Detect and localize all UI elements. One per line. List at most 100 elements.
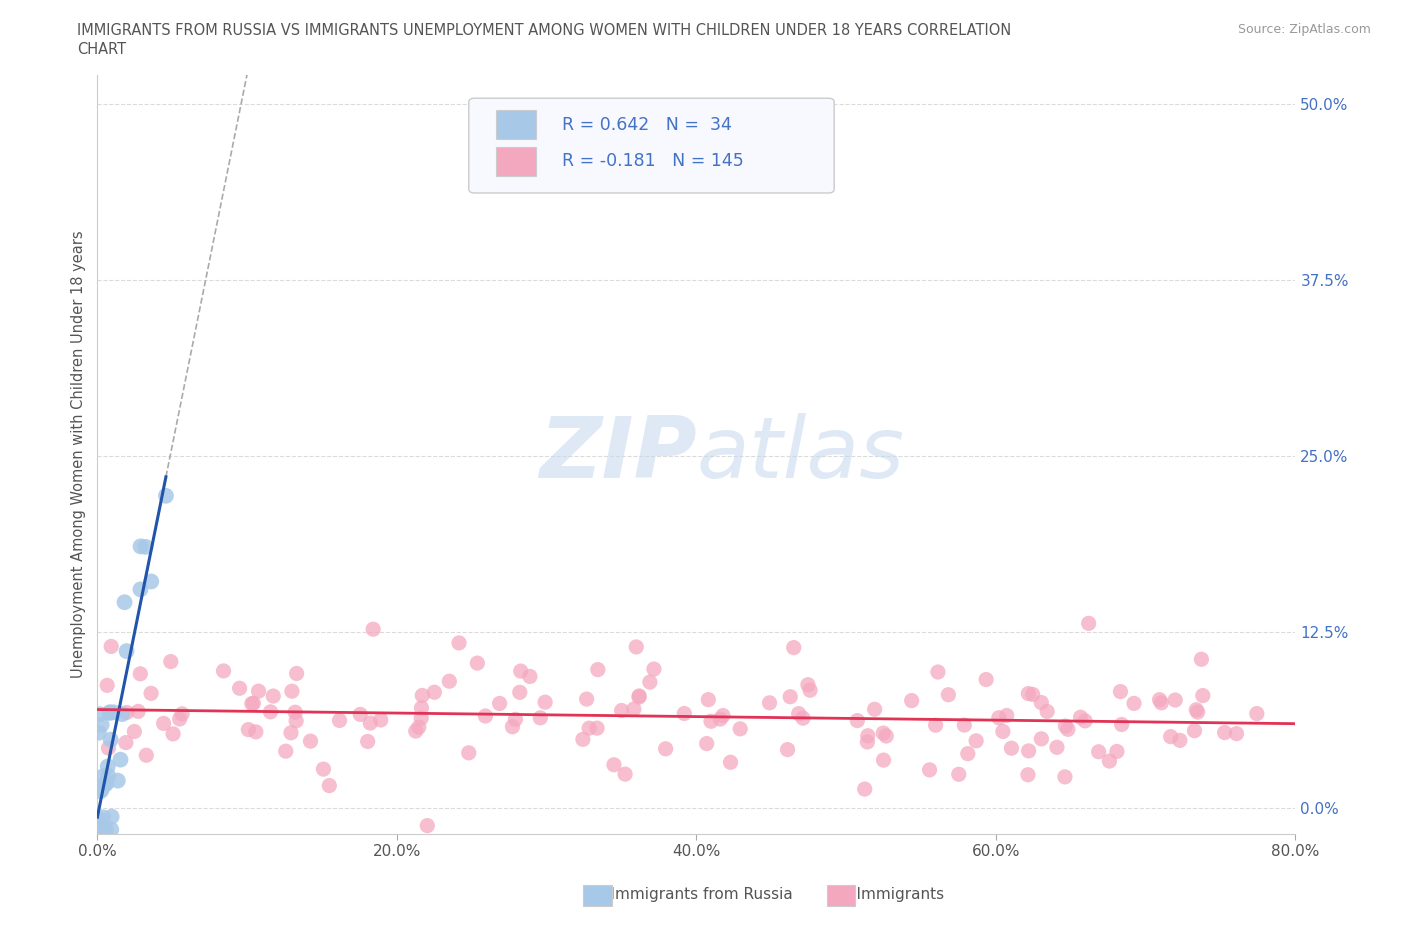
Point — [281, 684, 304, 698]
Point — [1149, 692, 1171, 707]
Point — [956, 746, 979, 761]
Point — [103, 705, 125, 720]
Text: CHART: CHART — [77, 42, 127, 57]
Point — [100, 639, 122, 654]
Point — [1187, 705, 1209, 720]
Point — [411, 688, 433, 703]
Point — [416, 818, 439, 833]
Point — [696, 737, 718, 751]
Point — [1057, 722, 1080, 737]
Point — [89, 784, 111, 799]
Point — [228, 681, 250, 696]
Point — [349, 707, 371, 722]
Point — [447, 635, 470, 650]
Point — [115, 644, 138, 658]
Point — [900, 693, 922, 708]
Point — [1077, 616, 1099, 631]
Point — [643, 661, 665, 676]
Point — [87, 725, 110, 740]
Point — [96, 777, 118, 791]
Point — [797, 677, 820, 692]
Point — [697, 692, 720, 707]
Point — [127, 704, 149, 719]
Point — [139, 686, 162, 701]
Point — [1000, 741, 1022, 756]
Point — [1123, 696, 1146, 711]
Point — [408, 720, 430, 735]
Point — [100, 732, 122, 747]
Point — [242, 696, 264, 711]
Point — [1053, 769, 1076, 784]
Point — [628, 688, 651, 703]
Point — [93, 822, 115, 837]
Point — [638, 674, 661, 689]
Point — [1164, 693, 1187, 708]
Point — [89, 707, 111, 722]
Point — [411, 700, 433, 715]
Point — [245, 724, 267, 739]
Point — [129, 538, 152, 553]
Point — [90, 717, 112, 732]
Point — [1160, 729, 1182, 744]
Point — [779, 689, 801, 704]
Point — [799, 683, 821, 698]
Point — [162, 726, 184, 741]
Point — [94, 822, 117, 837]
Point — [97, 740, 120, 755]
Point — [610, 703, 633, 718]
Point — [110, 752, 132, 767]
Point — [623, 701, 645, 716]
Point — [1246, 706, 1268, 721]
Point — [87, 817, 110, 832]
Point — [1189, 652, 1212, 667]
Point — [1105, 744, 1128, 759]
Point — [1070, 710, 1092, 724]
Text: Source: ZipAtlas.com: Source: ZipAtlas.com — [1237, 23, 1371, 36]
Point — [129, 667, 152, 682]
Point — [94, 777, 117, 791]
Y-axis label: Unemployment Among Women with Children Under 18 years: Unemployment Among Women with Children U… — [72, 231, 86, 678]
Point — [115, 705, 138, 720]
Point — [87, 817, 110, 831]
Point — [129, 582, 152, 597]
Point — [1109, 684, 1132, 699]
Point — [97, 759, 120, 774]
Point — [87, 822, 110, 837]
Point — [90, 782, 112, 797]
Point — [124, 724, 146, 739]
Point — [169, 711, 191, 726]
Point — [159, 654, 181, 669]
Point — [673, 706, 696, 721]
Point — [938, 687, 960, 702]
Point — [91, 822, 114, 837]
Point — [141, 574, 163, 589]
FancyBboxPatch shape — [468, 99, 834, 193]
Point — [853, 781, 876, 796]
Point — [87, 812, 110, 827]
Point — [1031, 695, 1053, 710]
Text: IMMIGRANTS FROM RUSSIA VS IMMIGRANTS UNEMPLOYMENT AMONG WOMEN WITH CHILDREN UNDE: IMMIGRANTS FROM RUSSIA VS IMMIGRANTS UNE… — [77, 23, 1011, 38]
Point — [529, 711, 551, 725]
Text: ZIP: ZIP — [538, 413, 696, 496]
Point — [97, 768, 120, 783]
Point — [728, 722, 751, 737]
Point — [262, 688, 284, 703]
Point — [509, 684, 531, 699]
Point — [1185, 702, 1208, 717]
Point — [987, 711, 1010, 725]
Point — [578, 721, 600, 736]
Point — [1098, 753, 1121, 768]
Point — [91, 810, 114, 825]
Point — [1018, 743, 1040, 758]
Point — [614, 766, 637, 781]
Point — [572, 732, 595, 747]
Text: R = -0.181   N = 145: R = -0.181 N = 145 — [562, 153, 744, 170]
Point — [856, 735, 879, 750]
Point — [758, 696, 780, 711]
Point — [238, 723, 260, 737]
Point — [439, 673, 461, 688]
Text: R = 0.642   N =  34: R = 0.642 N = 34 — [562, 115, 733, 134]
Point — [1168, 733, 1191, 748]
Point — [974, 672, 997, 687]
Point — [965, 734, 987, 749]
